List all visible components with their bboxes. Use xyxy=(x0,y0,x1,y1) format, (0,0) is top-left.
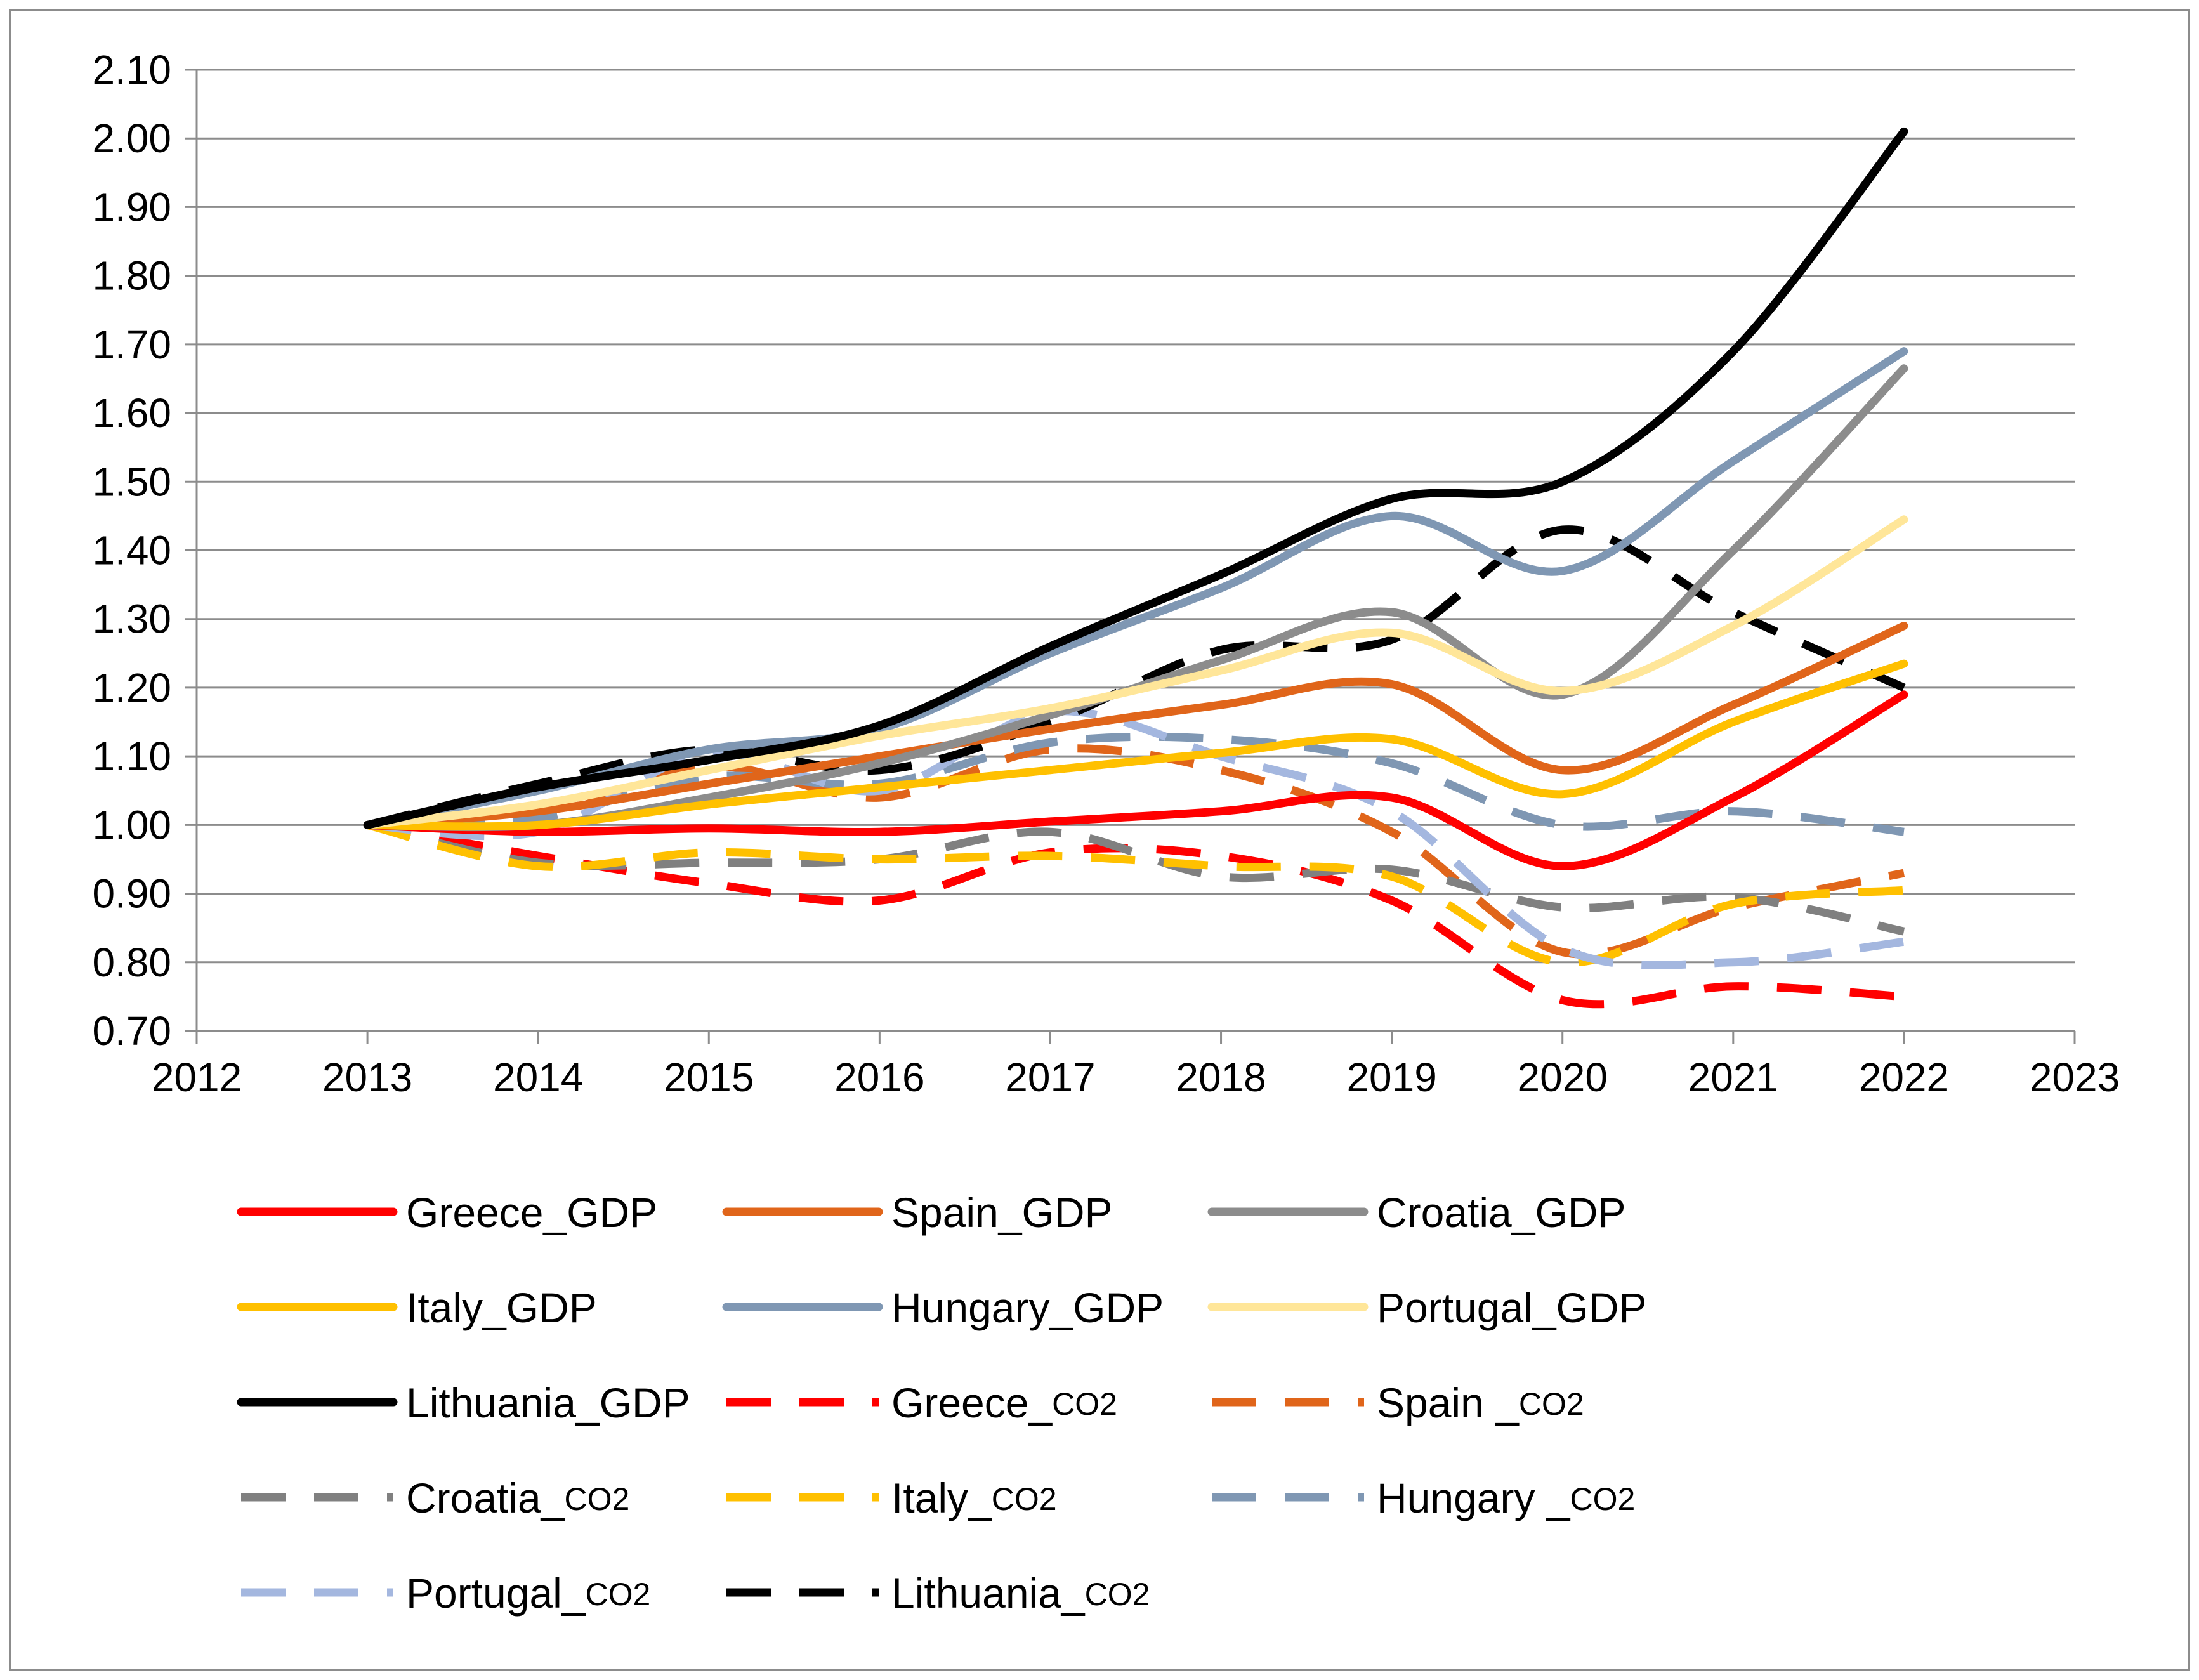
series-line-spain-co2 xyxy=(367,744,1905,959)
gridlines xyxy=(197,69,2075,964)
legend-label: Hungary _CO2 xyxy=(1377,1474,1635,1521)
y-tick-label: 1.90 xyxy=(92,184,171,230)
y-tick-label: 1.60 xyxy=(92,390,171,436)
y-tick-label: 0.70 xyxy=(92,1008,171,1054)
legend-label: Italy_GDP xyxy=(406,1284,597,1331)
legend-label: Italy_CO2 xyxy=(891,1474,1057,1521)
x-tick-label: 2023 xyxy=(2030,1054,2120,1100)
legend-item: Hungary _CO2 xyxy=(1212,1474,1635,1521)
y-tick-label: 1.50 xyxy=(92,459,171,504)
series-line-hungary-gdp xyxy=(363,347,1908,829)
legend-item: Portugal_GDP xyxy=(1207,1284,1647,1331)
y-tick-label: 2.10 xyxy=(92,47,171,93)
legend-label: Greece_CO2 xyxy=(891,1379,1117,1426)
legend-label: Croatia_GDP xyxy=(1377,1189,1626,1236)
legend-label: Lithuania_CO2 xyxy=(891,1570,1150,1617)
y-tick-label: 1.00 xyxy=(92,802,171,848)
x-tick-label: 2022 xyxy=(1859,1054,1949,1100)
legend-label: Portugal_GDP xyxy=(1377,1284,1647,1331)
legend-item: Greece_GDP xyxy=(237,1189,657,1236)
series-line-portugal-co2 xyxy=(367,707,1905,970)
y-tick-label: 1.30 xyxy=(92,596,171,642)
legend-label: Portugal_CO2 xyxy=(406,1570,650,1617)
y-tick-label: 1.40 xyxy=(92,528,171,574)
legend-item: Greece_CO2 xyxy=(726,1379,1117,1426)
legend-item: Spain_GDP xyxy=(722,1189,1113,1236)
y-tick-label: 0.90 xyxy=(92,871,171,917)
legend-label: Spain _CO2 xyxy=(1377,1379,1584,1426)
series-line-italy-co2 xyxy=(366,821,1905,967)
axes: 0.70 0.80 0.90 1.00 1.10 1.20 1.30 1.40 1.50 1.60… xyxy=(92,47,2120,1100)
x-tick-label: 2014 xyxy=(493,1054,583,1100)
x-tick-label: 2020 xyxy=(1518,1054,1608,1100)
x-tick-label: 2013 xyxy=(322,1054,412,1100)
legend-item: Spain _CO2 xyxy=(1212,1379,1584,1426)
series-line-greece-gdp xyxy=(363,690,1908,870)
legend-item: Hungary_GDP xyxy=(722,1284,1164,1331)
x-tick-label: 2016 xyxy=(834,1054,924,1100)
y-tick-label: 0.80 xyxy=(92,940,171,985)
legend-label: Croatia_CO2 xyxy=(406,1474,629,1521)
series-line-portugal-gdp xyxy=(363,515,1908,829)
legend-label: Spain_GDP xyxy=(891,1189,1113,1236)
legend-item: Italy_CO2 xyxy=(726,1474,1057,1521)
x-tick-label: 2017 xyxy=(1005,1054,1095,1100)
y-tick-label: 1.80 xyxy=(92,253,171,299)
y-tick-label: 1.20 xyxy=(92,665,171,711)
x-tick-label: 2018 xyxy=(1176,1054,1266,1100)
legend: Greece_GDP Spain_GDP Croatia_GDP Italy_GDP H… xyxy=(237,1189,1647,1617)
legend-item: Croatia_GDP xyxy=(1207,1189,1626,1236)
series-line-lithuania-gdp xyxy=(363,127,1908,829)
x-tick-label: 2019 xyxy=(1346,1054,1436,1100)
series-line-croatia-co2 xyxy=(366,821,1905,936)
series-lines xyxy=(363,127,1908,1009)
series-line-italy-gdp xyxy=(363,659,1908,831)
y-tick-label: 2.00 xyxy=(92,115,171,161)
legend-item: Portugal_CO2 xyxy=(241,1570,650,1617)
y-tick-label: 1.10 xyxy=(92,733,171,779)
legend-item: Croatia_CO2 xyxy=(241,1474,629,1521)
legend-item: Italy_GDP xyxy=(237,1284,597,1331)
y-tick-label: 1.70 xyxy=(92,322,171,367)
legend-label: Lithuania_GDP xyxy=(406,1379,690,1426)
series-line-spain-gdp xyxy=(363,622,1908,829)
x-tick-label: 2012 xyxy=(152,1054,242,1100)
x-tick-label: 2021 xyxy=(1688,1054,1778,1100)
legend-item: Lithuania_CO2 xyxy=(726,1570,1150,1617)
x-tick-label: 2015 xyxy=(664,1054,754,1100)
series-line-greece-co2 xyxy=(366,821,1905,1009)
series-line-lithuania-co2 xyxy=(366,525,1906,829)
legend-label: Hungary_GDP xyxy=(891,1284,1164,1331)
legend-label: Greece_GDP xyxy=(406,1189,657,1236)
legend-item: Lithuania_GDP xyxy=(237,1379,690,1426)
